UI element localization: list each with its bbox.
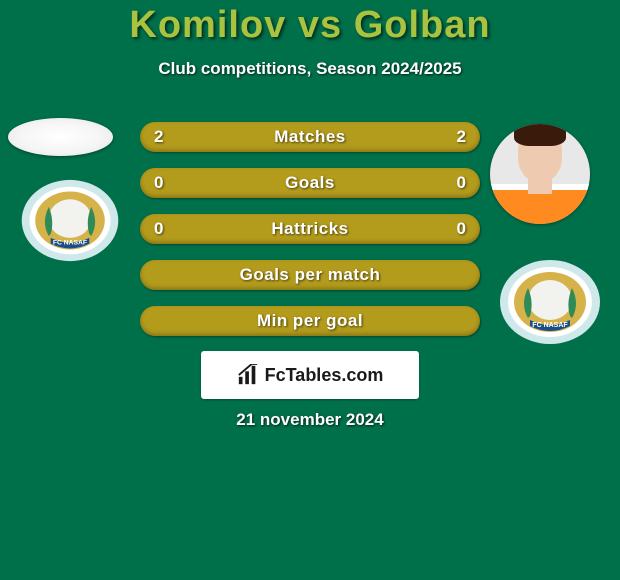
brand-box: FcTables.com xyxy=(201,351,419,399)
svg-text:FC NASAF: FC NASAF xyxy=(53,240,87,247)
bar-chart-icon xyxy=(237,364,259,386)
stat-value-right: 0 xyxy=(457,173,466,193)
club-badge-icon: FC NASAF xyxy=(500,258,600,346)
stat-label: Min per goal xyxy=(257,311,363,331)
stat-value-left: 0 xyxy=(154,219,163,239)
player-left-name: Komilov xyxy=(129,4,286,46)
stat-label: Matches xyxy=(274,127,346,147)
stat-bar-min-per-goal: Min per goal xyxy=(140,306,480,336)
stat-bars: 2 Matches 2 0 Goals 0 0 Hattricks 0 Goal… xyxy=(140,122,480,352)
stat-value-left: 0 xyxy=(154,173,163,193)
date-label: 21 november 2024 xyxy=(0,410,620,430)
svg-text:FC NASAF: FC NASAF xyxy=(532,322,568,329)
stat-label: Goals xyxy=(285,173,335,193)
stat-bar-goals: 0 Goals 0 xyxy=(140,168,480,198)
player-left-club-badge: FC NASAF xyxy=(20,178,120,263)
brand-text: FcTables.com xyxy=(265,365,384,386)
player-right-club-badge: FC NASAF xyxy=(500,258,600,346)
stat-label: Hattricks xyxy=(271,219,348,239)
vs-separator: vs xyxy=(286,4,353,46)
comparison-card: Komilov vs Golban Club competitions, Sea… xyxy=(0,0,620,580)
club-badge-icon: FC NASAF xyxy=(20,178,120,263)
stat-value-right: 0 xyxy=(457,219,466,239)
stat-value-right: 2 xyxy=(457,127,466,147)
player-left-avatar xyxy=(8,118,113,156)
player-right-name: Golban xyxy=(354,4,491,46)
player-right-avatar xyxy=(490,124,590,224)
hair xyxy=(514,124,566,146)
subtitle: Club competitions, Season 2024/2025 xyxy=(0,59,620,79)
stat-bar-matches: 2 Matches 2 xyxy=(140,122,480,152)
stat-bar-hattricks: 0 Hattricks 0 xyxy=(140,214,480,244)
stat-value-left: 2 xyxy=(154,127,163,147)
page-title: Komilov vs Golban xyxy=(0,0,620,47)
stat-label: Goals per match xyxy=(240,265,381,285)
stat-bar-goals-per-match: Goals per match xyxy=(140,260,480,290)
